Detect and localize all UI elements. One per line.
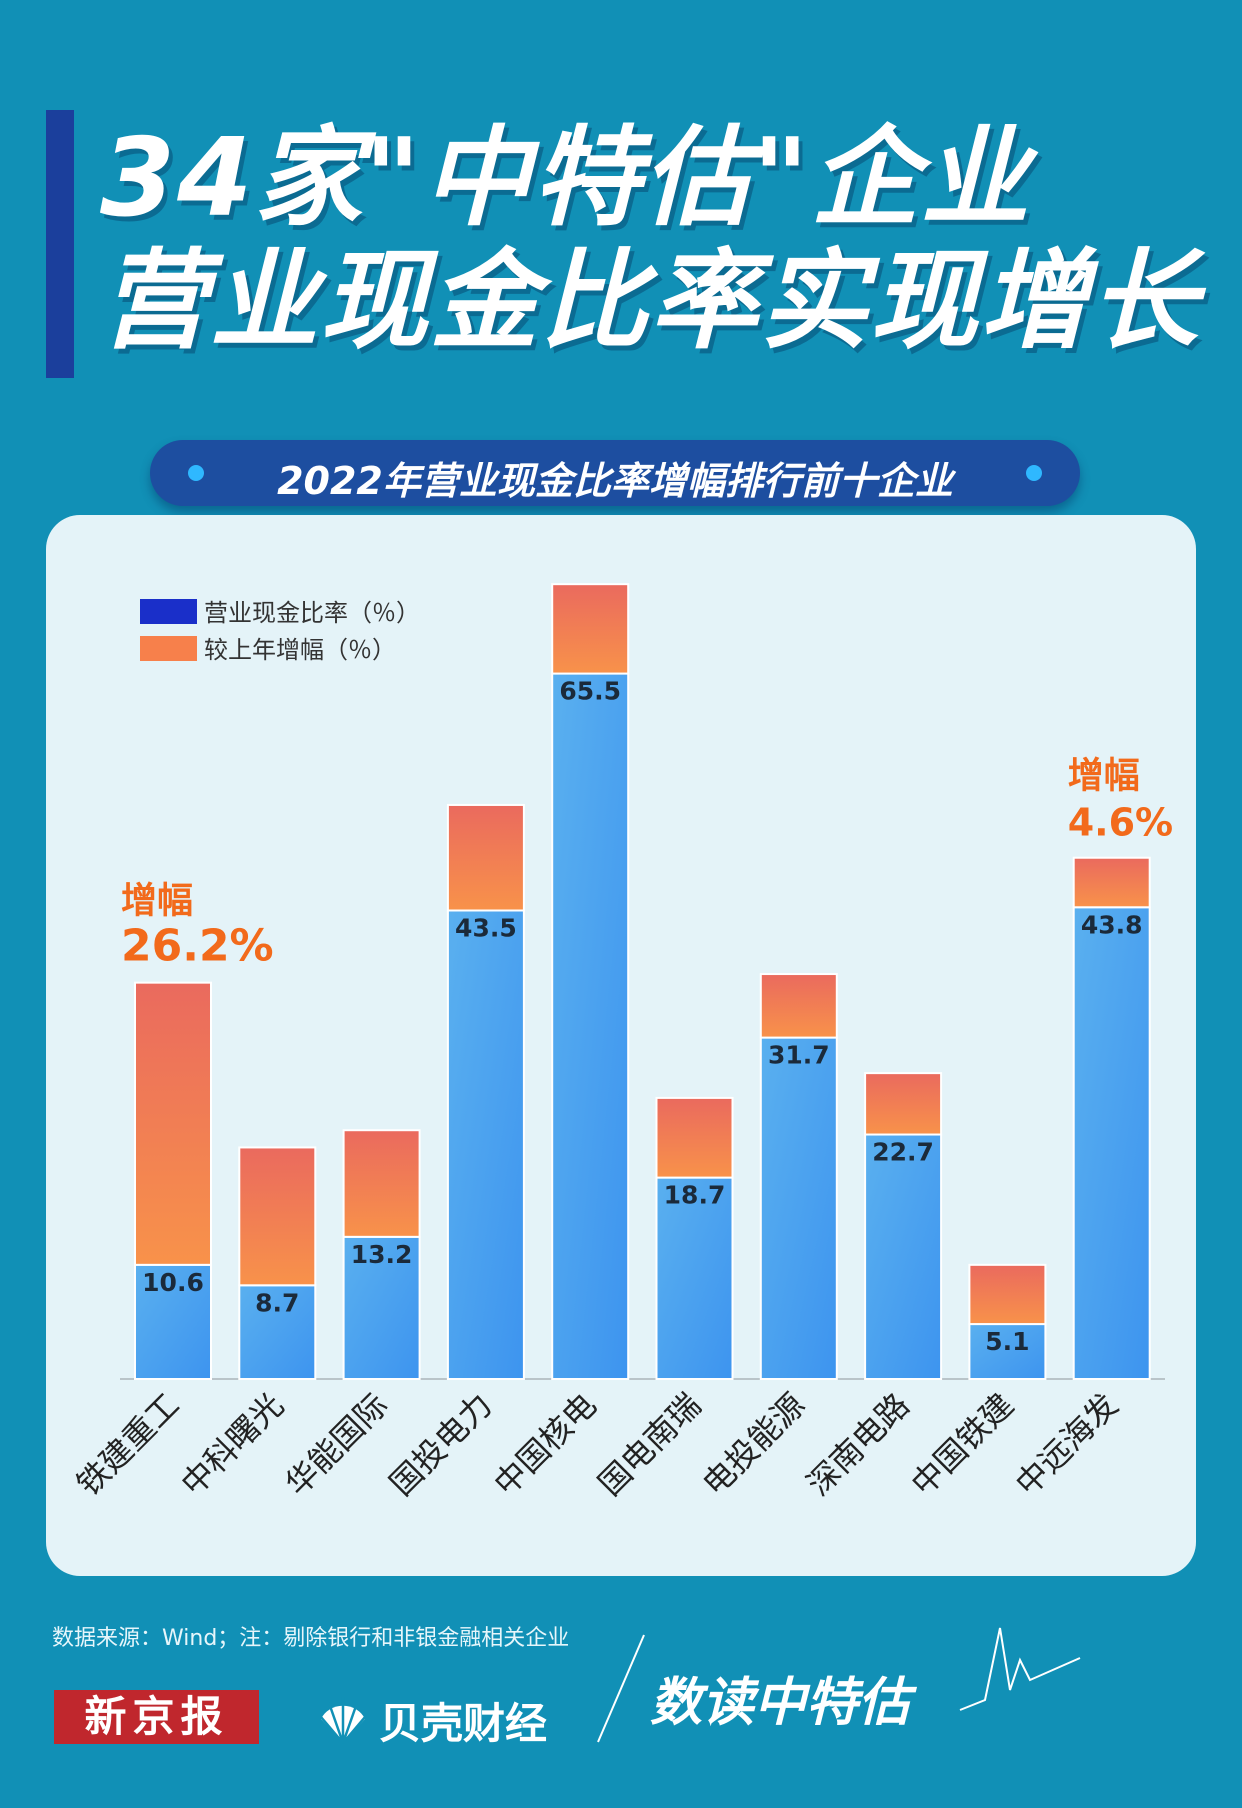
data-label: 10.6 [142,1268,204,1297]
increase-bar [551,583,630,675]
annotation-value: 26.2% [121,921,274,972]
beike-caijing-logo: 贝壳财经 [315,1690,547,1751]
title-accent-bar [46,110,74,378]
data-source-note: 数据来源：Wind；注：剔除银行和非银金融相关企业 [52,1626,570,1651]
increase-bar [342,1129,421,1238]
increase-bar [238,1146,317,1287]
increase-bar [759,973,838,1039]
beike-caijing-text: 贝壳财经 [379,1699,548,1748]
increase-bar [446,803,525,912]
slogan: 数读中特估 [650,1672,911,1733]
legend-swatch-ratio [140,599,197,624]
x-tick-label: 中科曙光 [174,1386,291,1503]
increase-bar [655,1096,734,1179]
title-line-1: 34家"中特估"企业 [100,116,1031,241]
annotation-label: 增幅 [1068,756,1140,797]
ratio-bar [864,1133,943,1380]
ratio-bar [342,1235,421,1381]
increase-bar [968,1263,1047,1326]
annotation-value: 4.6% [1068,801,1173,845]
bar-chart: 营业现金比率（％） 较上年增幅（％） 10.6 铁建重工 8.7 中科曙光 13.2 华能国际… [69,583,1173,1503]
dot-icon [1026,465,1042,481]
data-label: 22.7 [872,1138,934,1167]
data-label: 18.7 [664,1181,726,1210]
data-label: 13.2 [351,1240,413,1269]
x-tick-label: 电投能源 [695,1386,812,1503]
data-label: 8.7 [255,1288,299,1317]
data-label: 31.7 [768,1041,830,1070]
title-line-2: 营业现金比率实现增长 [100,239,1201,364]
ratio-bar [759,1036,838,1380]
x-tick-label: 中国铁建 [904,1386,1021,1503]
increase-bar [1072,856,1151,909]
data-label: 65.5 [559,677,621,706]
annotation-label: 增幅 [121,881,193,922]
data-label: 43.5 [455,914,517,943]
x-tick-label: 华能国际 [278,1386,395,1503]
data-label: 43.8 [1081,910,1143,939]
ratio-bar [655,1176,734,1380]
data-label: 5.1 [985,1327,1029,1356]
x-tick-label: 国投电力 [382,1386,499,1503]
chart-subtitle: 2022年营业现金比率增幅排行前十企业 [277,459,953,503]
x-tick-label: 深南电路 [799,1386,916,1503]
increase-bar [134,981,212,1266]
x-tick-label: 铁建重工 [69,1386,186,1503]
xinjingbao-logo: 新京报 [54,1690,259,1744]
x-tick-label: 中远海发 [1008,1386,1125,1503]
legend-swatch-increase [140,636,197,661]
legend-label-ratio: 营业现金比率（％） [204,599,420,627]
x-tick-label: 国电南瑞 [591,1386,708,1503]
x-tick-label: 中国核电 [486,1386,603,1503]
increase-bar [864,1072,943,1136]
ratio-bar [446,909,525,1380]
legend-label-increase: 较上年增幅（％） [204,636,396,664]
ratio-bar [551,672,630,1380]
ratio-bar [968,1323,1047,1380]
ratio-bar [1072,906,1151,1380]
dot-icon [188,465,204,481]
subtitle-pill: 2022年营业现金比率增幅排行前十企业 [150,440,1080,506]
shell-icon [320,1696,366,1744]
